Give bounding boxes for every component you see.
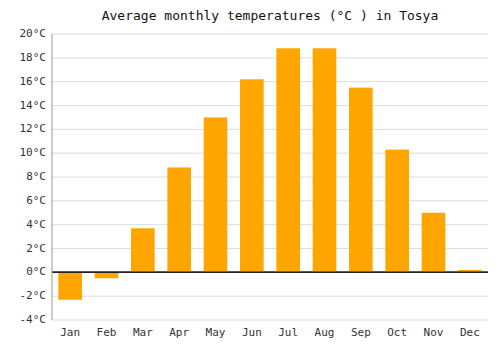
grid-line [52,57,488,58]
y-tick-label: -4°C [20,313,47,326]
x-tick-label: Jan [60,326,80,339]
zero-line [52,272,488,274]
y-tick-label: 10°C [20,146,47,159]
y-tick-label: 14°C [20,99,47,112]
bars [58,48,481,299]
bar [131,228,155,272]
y-tick-label: 4°C [26,218,46,231]
grid [52,34,488,320]
bar [385,150,409,273]
chart: -4°C -2°C 0°C 2°C 4°C 6°C 8°C 10°C 12°C 14°C 16°C 1… [0,0,500,350]
y-tick-label: 12°C [20,122,47,135]
y-tick-label: 8°C [26,170,46,183]
grid-line [52,200,488,201]
y-tick-label: -2°C [20,289,47,302]
y-axis [52,34,53,320]
grid-line [52,81,488,82]
y-tick-label: 2°C [26,242,46,255]
x-tick-label: Dec [460,326,480,339]
x-tick-label: Apr [169,326,189,339]
x-tick-label: May [206,326,226,339]
grid-line [52,296,488,297]
zero-line [52,272,488,274]
x-tick-label: Jul [278,326,298,339]
x-tick-label: Sep [351,326,371,339]
bar [422,213,446,273]
bar [240,79,264,272]
bar [313,48,337,272]
bar [276,48,300,272]
bar [58,272,82,299]
grid-line [52,129,488,130]
grid-line [52,105,488,106]
grid-line [52,34,488,35]
bar [95,272,119,278]
x-tick-label: Nov [424,326,444,339]
x-tick-label: Feb [97,326,117,339]
grid-line [52,320,488,321]
y-tick-label: 20°C [20,27,47,40]
grid-line [52,177,488,178]
x-tick-label: Oct [387,326,407,339]
y-tick-label: 16°C [20,75,47,88]
bar [204,117,228,272]
y-tick-label: 0°C [26,265,46,278]
bar [167,167,191,272]
title: Average monthly temperatures (°C ) in To… [102,8,439,23]
x-tick-label: Jun [242,326,262,339]
y-tick-label: 6°C [26,194,46,207]
y-tick-label: 18°C [20,51,47,64]
x-tick-label: Aug [315,326,335,339]
bar [349,88,373,273]
grid-line [52,153,488,154]
x-tick-label: Mar [133,326,153,339]
